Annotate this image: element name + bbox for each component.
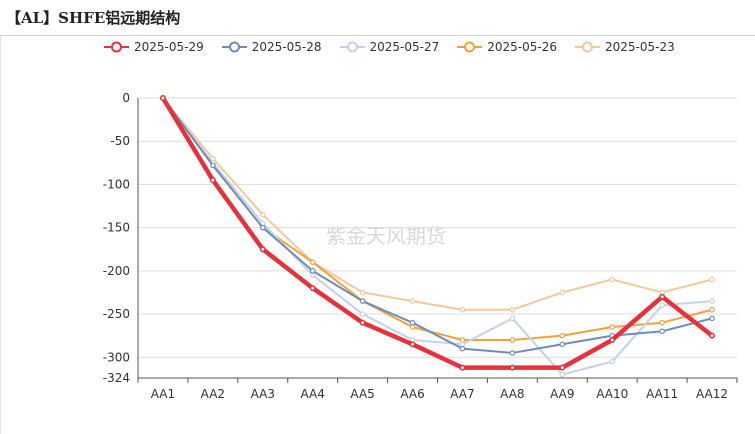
legend-line-icon <box>457 41 483 53</box>
legend-line-icon <box>339 41 365 53</box>
data-point <box>509 306 516 313</box>
data-point <box>709 315 715 322</box>
data-point <box>459 306 466 313</box>
data-point <box>509 350 516 356</box>
y-tick-label: -300 <box>103 350 130 364</box>
data-point <box>559 332 566 339</box>
data-point <box>609 324 616 330</box>
data-point <box>709 276 715 283</box>
page-title: 【AL】SHFE铝远期结构 <box>6 9 181 27</box>
data-point <box>509 364 516 371</box>
data-point <box>409 298 416 304</box>
data-point <box>609 337 616 343</box>
data-point <box>359 298 366 304</box>
data-point <box>609 276 616 283</box>
x-tick-label: AA7 <box>450 387 474 401</box>
y-tick-label: -100 <box>103 177 130 191</box>
y-tick-label: -250 <box>103 307 130 321</box>
data-point <box>559 341 566 348</box>
legend-line-icon <box>104 41 129 53</box>
data-point <box>409 341 416 348</box>
x-tick-label: AA12 <box>696 387 728 401</box>
legend-item[interactable]: 2025-05-23 <box>575 38 675 56</box>
data-point <box>209 177 216 184</box>
data-point <box>659 293 666 300</box>
data-point <box>359 289 366 296</box>
series-line <box>161 97 714 341</box>
x-tick-label: AA1 <box>151 387 175 401</box>
legend-label: 2025-05-28 <box>251 40 322 54</box>
x-tick-label: AA4 <box>301 387 325 401</box>
y-tick-label: -150 <box>103 221 130 235</box>
data-point <box>210 162 216 169</box>
data-point <box>659 319 665 326</box>
data-point <box>259 211 266 218</box>
title-divider <box>0 35 755 36</box>
data-point <box>559 289 566 296</box>
data-point <box>709 298 715 304</box>
data-point <box>709 306 715 313</box>
data-point <box>659 328 665 335</box>
series-line <box>161 97 714 311</box>
x-tick-label: AA9 <box>550 387 574 401</box>
legend-line-icon <box>221 41 247 53</box>
data-point <box>259 246 266 253</box>
legend-line-icon <box>575 41 600 53</box>
data-point <box>309 285 316 292</box>
data-point <box>709 332 715 339</box>
x-tick-label: AA2 <box>201 387 225 401</box>
data-point <box>509 315 516 322</box>
x-tick-label: AA11 <box>646 387 678 401</box>
series-line <box>161 97 714 376</box>
data-point <box>559 371 566 378</box>
legend-item[interactable]: 2025-05-29 <box>104 38 204 56</box>
x-tick-label: AA6 <box>400 387 424 401</box>
data-point <box>359 311 366 317</box>
legend-label: 2025-05-26 <box>487 40 557 54</box>
data-point <box>409 319 416 326</box>
legend-label: 2025-05-29 <box>134 40 204 54</box>
chart-legend: 2025-05-29 2025-05-28 2025-05-27 2025-05-26… <box>104 38 675 56</box>
legend-label: 2025-05-23 <box>605 40 675 54</box>
y-tick-label: -50 <box>110 134 130 148</box>
data-point <box>359 319 366 326</box>
data-point <box>309 259 316 265</box>
y-tick-label: -200 <box>103 264 130 278</box>
y-tick-label: 0 <box>122 91 130 105</box>
legend-label: 2025-05-27 <box>369 40 440 54</box>
y-tick-label: -324 <box>103 371 130 385</box>
data-point <box>609 358 616 365</box>
x-tick-label: AA10 <box>596 387 628 401</box>
data-point <box>259 224 266 231</box>
legend-item[interactable]: 2025-05-27 <box>339 38 440 56</box>
legend-item[interactable]: 2025-05-26 <box>457 38 557 56</box>
x-tick-label: AA3 <box>251 387 275 401</box>
data-point <box>459 364 466 371</box>
data-point <box>160 95 166 101</box>
data-point <box>509 337 516 343</box>
x-tick-label: AA5 <box>350 387 374 401</box>
data-point <box>459 345 466 352</box>
data-point <box>309 268 316 274</box>
x-tick-label: AA8 <box>500 387 524 401</box>
data-point <box>659 302 665 309</box>
series-line <box>160 95 715 370</box>
left-border <box>0 36 1 434</box>
legend-item[interactable]: 2025-05-28 <box>221 38 322 56</box>
data-point <box>559 364 566 371</box>
